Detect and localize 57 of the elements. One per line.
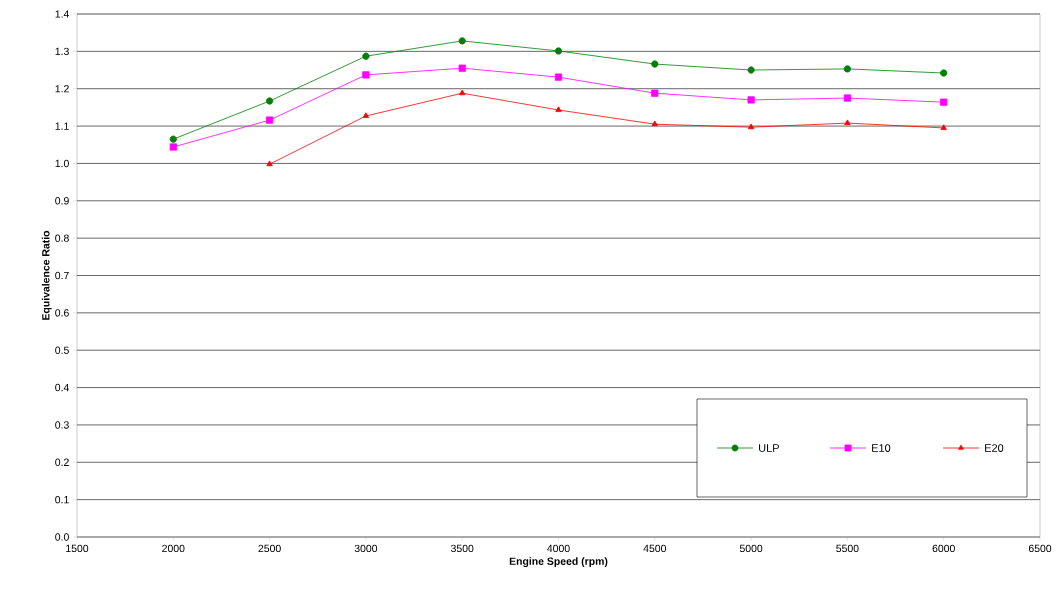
legend-label: E20: [985, 444, 1004, 452]
x-tick-label: 3000: [354, 544, 378, 553]
y-tick-label: 0.7: [55, 271, 69, 280]
point: [554, 73, 563, 81]
y-tick-label: 1.1: [55, 122, 69, 130]
point: [747, 123, 755, 130]
y-tick-label: 0.9: [55, 197, 69, 205]
x-tick-label: 4000: [547, 544, 570, 553]
y-tick-label: 1.3: [55, 47, 69, 56]
point: [555, 106, 562, 112]
point: [940, 98, 948, 106]
point: [554, 47, 563, 55]
point: [362, 112, 370, 118]
legend-label: ULP: [759, 444, 779, 452]
y-tick-label: 0.4: [55, 383, 69, 392]
point: [459, 89, 466, 96]
point: [266, 97, 274, 105]
point: [458, 37, 466, 45]
point: [940, 69, 948, 77]
point: [362, 71, 370, 79]
x-tick-label: 6000: [932, 544, 955, 553]
y-tick-label: 0.6: [55, 309, 69, 317]
y-tick-label: 0.0: [55, 533, 69, 541]
x-tick-label: 5000: [739, 544, 763, 553]
y-axis-title: Equivalence Ratio: [41, 230, 52, 320]
point: [940, 124, 947, 130]
x-tick-label: 1500: [66, 544, 89, 553]
point: [458, 64, 466, 72]
point: [843, 94, 851, 102]
y-tick-label: 0.2: [55, 458, 69, 466]
x-tick-label: 4500: [643, 544, 667, 553]
x-tick-label: 2000: [162, 544, 185, 553]
point: [747, 66, 755, 74]
y-tick-label: 1.4: [55, 10, 69, 18]
point: [843, 65, 851, 73]
y-tick-label: 0.5: [55, 346, 69, 354]
point: [651, 120, 658, 127]
y-tick-label: 0.8: [55, 234, 69, 242]
point: [266, 160, 273, 167]
point: [651, 60, 659, 68]
x-tick-label: 5500: [836, 544, 859, 553]
point: [651, 89, 659, 97]
point: [844, 119, 851, 126]
point: [747, 96, 755, 104]
x-tick-label: 6500: [1028, 544, 1052, 553]
legend-label: E10: [872, 444, 891, 452]
point: [266, 116, 274, 124]
y-tick-label: 1.0: [55, 159, 69, 168]
x-axis-title: Engine Speed (rpm): [509, 557, 608, 568]
y-tick-label: 0.1: [55, 495, 69, 504]
point: [169, 143, 177, 151]
x-tick-label: 2500: [258, 544, 281, 553]
point: [169, 135, 177, 143]
x-tick-label: 3500: [450, 544, 474, 553]
y-tick-label: 1.2: [55, 85, 69, 93]
point: [362, 52, 370, 60]
y-tick-label: 0.3: [55, 421, 69, 429]
